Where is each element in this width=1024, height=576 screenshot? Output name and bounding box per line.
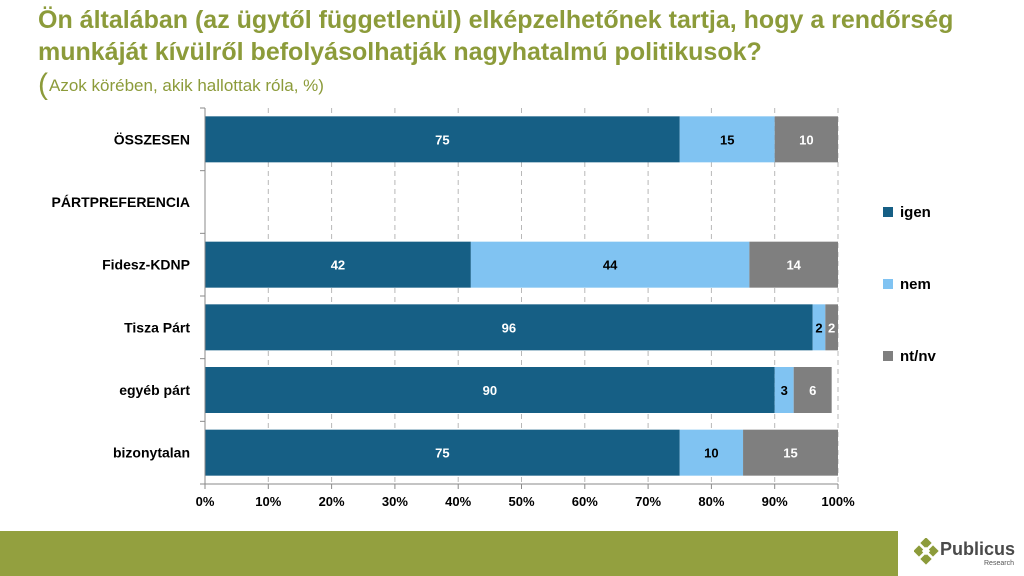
- chart-subtitle: (Azok körében, akik hallottak róla, %): [38, 70, 324, 101]
- bar-segment: [743, 429, 838, 476]
- bar-segment: [205, 116, 680, 163]
- legend-label: nem: [900, 276, 931, 293]
- data-label: 96: [502, 320, 516, 335]
- category-label: PÁRTPREFERENCIA: [52, 194, 190, 210]
- category-label: bizonytalan: [113, 445, 190, 461]
- chart-title: Ön általában (az ügytől függetlenül) elk…: [38, 6, 954, 66]
- subtitle-text: Azok körében, akik hallottak róla, %): [49, 76, 324, 95]
- category-label: Fidesz-KDNP: [102, 257, 190, 273]
- x-tick-label: 10%: [255, 494, 281, 509]
- x-tick-label: 30%: [382, 494, 408, 509]
- data-label: 75: [435, 132, 449, 147]
- data-label: 2: [828, 320, 835, 335]
- data-label: 44: [603, 258, 618, 273]
- x-tick-label: 40%: [445, 494, 471, 509]
- bar-segment: [205, 429, 680, 476]
- bar-segment: [205, 304, 813, 351]
- data-label: 10: [799, 132, 813, 147]
- x-tick-label: 60%: [572, 494, 598, 509]
- logo-name: Publicus: [940, 539, 1016, 559]
- bar-segment: [470, 241, 750, 288]
- legend-swatch: [883, 351, 893, 361]
- bar-segment: [679, 429, 744, 476]
- data-label: 2: [815, 320, 822, 335]
- data-label: 90: [483, 383, 497, 398]
- bar-segment: [812, 304, 826, 351]
- bar-segment: [793, 367, 832, 413]
- data-label: 15: [783, 446, 797, 461]
- data-label: 14: [786, 258, 801, 273]
- bar-segment: [679, 116, 775, 163]
- bar-segment: [749, 241, 838, 288]
- stacked-bar-chart: ÖSSZESEN 75 15 10 PÁRTPREFERENCIA Fidesz-KDNP…: [52, 107, 936, 509]
- x-tick-label: 0%: [196, 494, 215, 509]
- bar-segment: [205, 367, 775, 413]
- bar-segment: [205, 241, 471, 288]
- data-label: 15: [720, 132, 734, 147]
- x-tick-label: 50%: [508, 494, 534, 509]
- legend-swatch: [883, 207, 893, 217]
- logo-sub: Research: [984, 560, 1014, 567]
- data-label: 3: [781, 383, 788, 398]
- x-tick-label: 100%: [821, 494, 855, 509]
- bar-segment: [774, 367, 794, 413]
- bar-segment: [774, 116, 838, 163]
- footer-bar: [0, 531, 898, 576]
- category-label: Tisza Párt: [124, 319, 190, 335]
- x-tick-label: 20%: [319, 494, 345, 509]
- legend-label: igen: [900, 204, 931, 221]
- category-label: egyéb párt: [119, 382, 190, 398]
- publicus-logo: Publicus Research: [914, 536, 1024, 576]
- subtitle-paren: (: [38, 68, 48, 101]
- legend-label: nt/nv: [900, 348, 936, 365]
- data-label: 6: [809, 383, 816, 398]
- legend-swatch: [883, 279, 893, 289]
- data-label: 10: [704, 446, 718, 461]
- data-label: 42: [331, 258, 345, 273]
- bar-segment: [825, 304, 838, 351]
- x-tick-label: 90%: [762, 494, 788, 509]
- x-tick-label: 70%: [635, 494, 661, 509]
- x-tick-label: 80%: [698, 494, 724, 509]
- logo-diamond-icon: [914, 538, 939, 565]
- category-label: ÖSSZESEN: [114, 131, 190, 147]
- data-label: 75: [435, 446, 449, 461]
